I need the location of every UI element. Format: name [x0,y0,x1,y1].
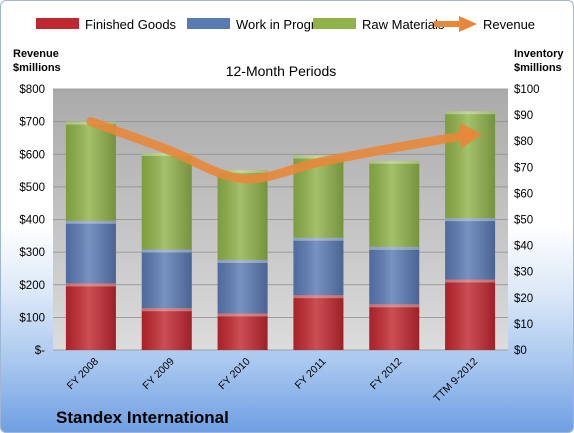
right-tick-label: $90 [514,110,533,122]
bar-segment-top [445,111,496,115]
bar-shading [65,121,116,221]
category-label: FY 2010 [216,356,253,393]
legend-swatch-work-in-progress [187,18,230,29]
bar-shading [65,283,116,350]
bar-segment-top [445,279,496,283]
right-tick-label: $100 [514,84,540,96]
right-tick-label: $80 [514,136,533,148]
chart-subtitle: 12-Month Periods [226,63,337,79]
left-axis-title-line2: $millions [13,62,61,74]
bar-segment-top [141,152,192,156]
legend: Finished Goods Work in Progress Raw Mate… [36,16,535,32]
bar-segment-top [293,295,344,299]
bar-segment-top [65,220,116,224]
bar-segment-top [293,155,344,159]
category-label: FY 2009 [140,356,177,393]
category-label: TTM 9-2012 [431,356,480,405]
category-label: FY 2011 [293,356,329,392]
right-tick-label: $50 [514,215,533,227]
company-name: Standex International [56,408,229,427]
bar-shading [217,259,268,314]
legend-swatch-finished-goods [36,18,79,29]
right-axis-title-line1: Inventory [514,48,564,60]
bar-shading [445,218,496,280]
bar-shading [369,304,420,350]
bar-shading [141,308,192,350]
bar-segment-top [141,249,192,253]
right-tick-label: $40 [514,241,533,253]
bar-segment-top [369,246,420,250]
left-tick-label: $700 [19,117,45,129]
right-tick-label: $0 [514,345,527,357]
left-tick-label: $200 [19,280,45,292]
bar-shading [217,169,268,260]
bar-segment-top [217,259,268,263]
gridlines [53,88,508,351]
bar-shading [293,295,344,350]
legend-swatch-raw-materials [313,18,356,29]
bar-segment-top [65,283,116,287]
right-axis-title-line2: $millions [514,62,562,74]
bar-segment-top [217,169,268,173]
bars [65,111,496,350]
legend-swatch-revenue-arrow [459,16,477,32]
left-tick-label: $- [35,345,45,357]
left-tick-label: $400 [19,215,45,227]
bar-shading [141,249,192,309]
legend-label-work-in-progress: Work in Progress [236,17,336,32]
left-tick-label: $800 [19,84,45,96]
bar-segment-top [217,313,268,317]
bar-shading [65,220,116,284]
left-tick-label: $100 [19,312,45,324]
bar-shading [445,111,496,219]
category-labels: FY 2008 FY 2009 FY 2010 FY 2011 FY 2012 TTM 9… [65,356,481,405]
bar-segment-top [293,237,344,241]
bar-shading [141,152,192,250]
bar-shading [369,246,420,305]
left-tick-label: $500 [19,182,45,194]
bar-segment-top [141,308,192,312]
legend-label-raw-materials: Raw Materials [362,17,445,32]
revenue-line [86,117,483,184]
left-axis-title-line1: Revenue [13,48,59,60]
bar-segment-top [369,304,420,308]
right-tick-label: $20 [514,293,533,305]
right-tick-label: $70 [514,162,533,174]
bar-segment-top [369,160,420,164]
bar-shading [369,160,420,247]
bar-shading [445,279,496,350]
left-axis-ticks: $- $100 $200 $300 $400 $500 $600 $700 $800 [19,84,45,357]
revenue-line-arrow [459,122,483,149]
category-label: FY 2012 [368,356,405,393]
left-tick-label: $300 [19,247,45,259]
left-tick-label: $600 [19,149,45,161]
legend-label-revenue: Revenue [483,17,535,32]
bar-shading [293,237,344,296]
category-label: FY 2008 [65,356,102,393]
right-tick-label: $60 [514,188,533,200]
bar-segment-top [445,218,496,222]
right-tick-label: $30 [514,267,533,279]
right-tick-label: $10 [514,319,533,331]
bar-shading [217,313,268,350]
legend-label-finished-goods: Finished Goods [85,17,177,32]
right-axis-ticks: $0 $10 $20 $30 $40 $50 $60 $70 $80 $90 $100 [514,84,540,357]
revenue-line-path [86,117,475,184]
